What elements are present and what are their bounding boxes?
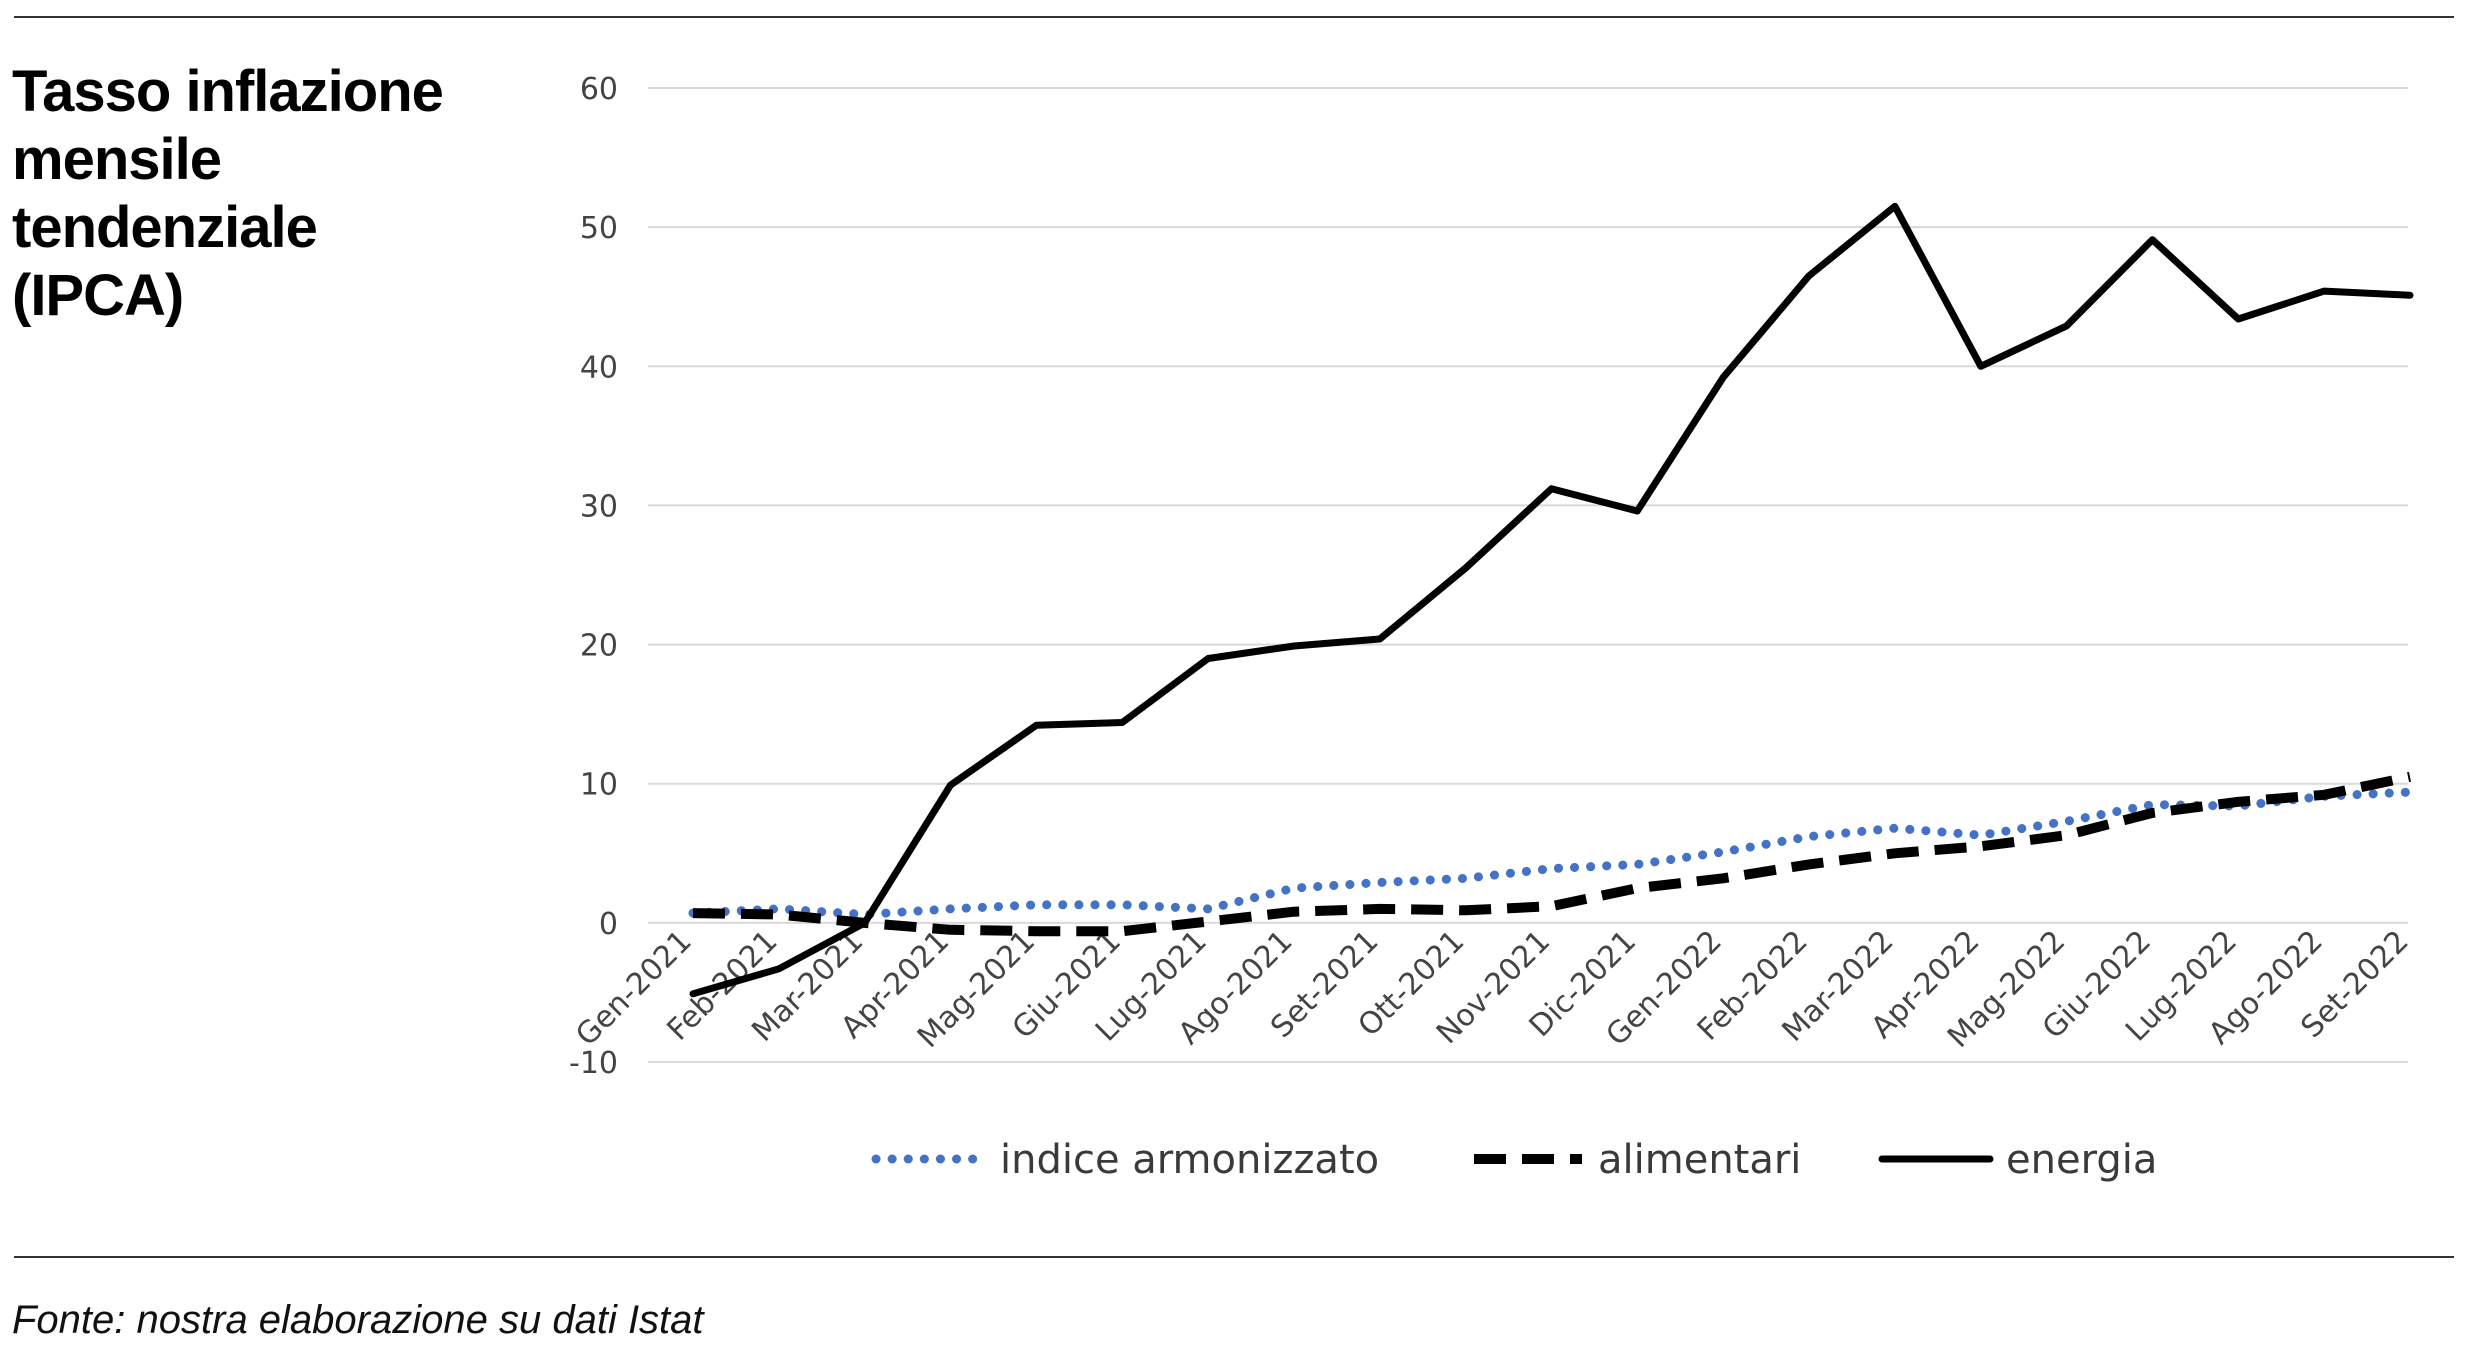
legend-label: alimentari	[1598, 1137, 1801, 1183]
chart-title: Tasso inflazione mensile tendenziale (IP…	[12, 58, 512, 330]
y-tick-label: 0	[599, 907, 618, 942]
bottom-rule	[14, 1256, 2454, 1258]
y-tick-label: 10	[580, 768, 618, 803]
y-tick-label: -10	[569, 1046, 618, 1081]
title-line-3: tendenziale	[12, 195, 318, 260]
y-tick-label: 20	[580, 629, 618, 664]
title-line-4: (IPCA)	[12, 263, 184, 328]
line-chart: -100102030405060Gen-2021Feb-2021Mar-2021…	[569, 72, 2416, 1183]
y-tick-label: 30	[580, 489, 618, 524]
series-line-indice-armonizzato	[688, 787, 2415, 919]
legend-label: energia	[2006, 1137, 2157, 1183]
legend-label: indice armonizzato	[1000, 1137, 1379, 1183]
title-line-1: Tasso inflazione	[12, 59, 444, 124]
y-tick-label: 50	[580, 211, 618, 246]
series-line-energia	[689, 202, 2414, 998]
y-tick-label: 40	[580, 350, 618, 385]
title-line-2: mensile	[12, 127, 222, 192]
source-note: Fonte: nostra elaborazione su dati Istat	[12, 1298, 704, 1342]
top-rule	[14, 16, 2454, 18]
y-tick-label: 60	[580, 72, 618, 107]
